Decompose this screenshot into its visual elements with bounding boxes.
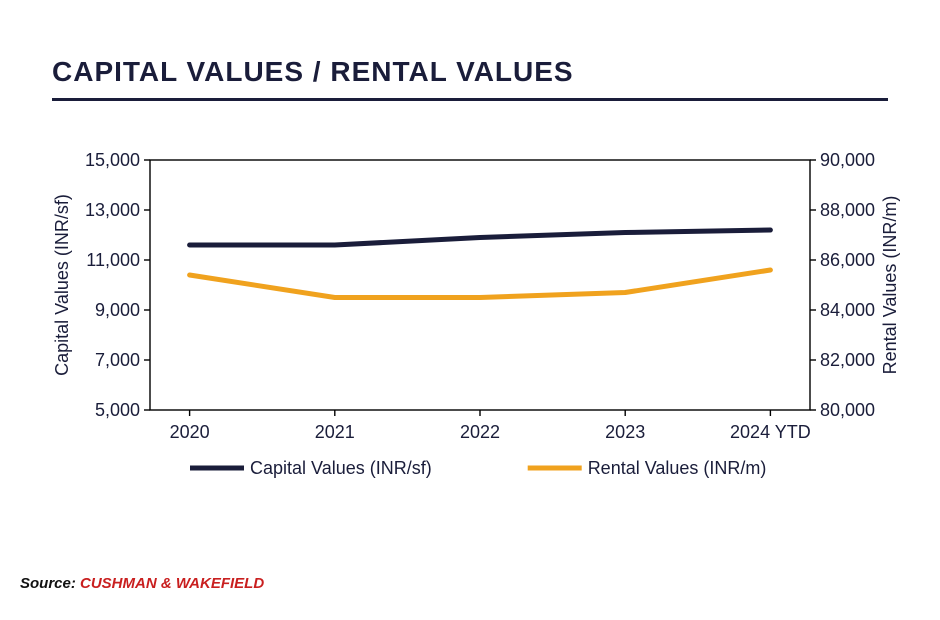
svg-text:2020: 2020 (170, 422, 210, 442)
svg-text:7,000: 7,000 (95, 350, 140, 370)
svg-text:Rental Values (INR/m): Rental Values (INR/m) (588, 458, 767, 478)
svg-text:Capital Values (INR/sf): Capital Values (INR/sf) (250, 458, 432, 478)
svg-text:80,000: 80,000 (820, 400, 875, 420)
svg-text:11,000: 11,000 (86, 250, 140, 270)
svg-text:82,000: 82,000 (820, 350, 875, 370)
svg-text:15,000: 15,000 (85, 150, 140, 170)
svg-text:Capital Values (INR/sf): Capital Values (INR/sf) (52, 194, 72, 376)
svg-text:2022: 2022 (460, 422, 500, 442)
svg-text:2023: 2023 (605, 422, 645, 442)
svg-text:Rental Values (INR/m): Rental Values (INR/m) (880, 196, 900, 375)
chart-title: CAPITAL VALUES / RENTAL VALUES (52, 56, 574, 88)
title-underline (52, 98, 888, 101)
svg-text:13,000: 13,000 (85, 200, 140, 220)
chart-area: 5,000 7,000 9,000 11,000 13,000 15,000 80,000 8… (40, 130, 900, 540)
svg-text:5,000: 5,000 (95, 400, 140, 420)
svg-text:88,000: 88,000 (820, 200, 875, 220)
source-name: CUSHMAN & WAKEFIELD (80, 575, 264, 592)
svg-text:2024 YTD: 2024 YTD (730, 422, 811, 442)
svg-text:84,000: 84,000 (820, 300, 875, 320)
source-label: Source: (20, 575, 80, 592)
svg-text:86,000: 86,000 (820, 250, 875, 270)
svg-text:9,000: 9,000 (95, 300, 140, 320)
svg-text:2021: 2021 (315, 422, 355, 442)
svg-text:90,000: 90,000 (820, 150, 875, 170)
chart-source: Source: CUSHMAN & WAKEFIELD (20, 575, 264, 592)
